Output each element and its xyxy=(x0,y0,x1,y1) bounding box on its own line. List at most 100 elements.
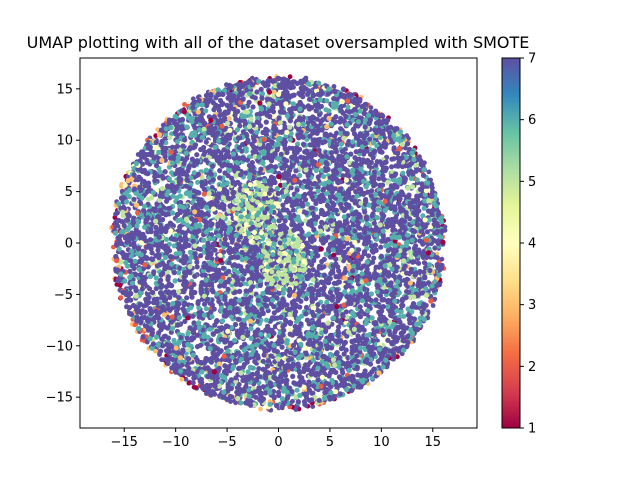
data-point xyxy=(424,229,430,235)
data-point xyxy=(304,201,311,207)
data-point xyxy=(442,224,448,230)
data-point xyxy=(212,322,218,328)
data-point xyxy=(176,295,182,301)
data-point xyxy=(368,243,375,249)
data-point xyxy=(238,370,244,376)
data-point xyxy=(345,329,351,335)
data-point xyxy=(260,160,266,166)
data-point xyxy=(402,218,408,224)
data-point xyxy=(190,380,196,386)
data-point xyxy=(331,84,337,89)
data-point xyxy=(238,400,244,406)
data-point xyxy=(334,142,340,148)
data-point xyxy=(247,171,253,178)
data-point xyxy=(400,170,406,176)
data-point xyxy=(319,279,325,286)
data-point xyxy=(156,149,162,155)
data-point xyxy=(250,104,256,110)
data-point xyxy=(132,322,138,328)
data-point xyxy=(396,253,402,259)
data-point xyxy=(191,320,197,326)
data-point xyxy=(263,119,269,125)
data-point xyxy=(385,117,391,123)
data-point xyxy=(374,215,380,221)
data-point xyxy=(204,255,210,261)
data-point xyxy=(207,346,213,352)
data-point xyxy=(390,303,396,309)
data-point xyxy=(237,123,243,129)
data-point xyxy=(352,155,358,161)
data-point xyxy=(139,161,146,167)
data-point xyxy=(170,210,176,216)
data-point xyxy=(144,339,150,345)
data-point xyxy=(335,333,341,339)
data-point xyxy=(155,247,161,253)
data-point xyxy=(179,376,185,382)
data-point xyxy=(145,196,151,202)
data-point xyxy=(310,267,316,273)
data-point xyxy=(327,132,334,138)
data-point xyxy=(209,256,215,262)
data-point xyxy=(432,296,438,302)
data-point xyxy=(125,226,131,232)
data-point xyxy=(336,324,342,330)
data-point xyxy=(194,152,200,158)
data-point xyxy=(294,387,300,393)
data-point xyxy=(201,312,207,318)
data-point xyxy=(406,136,411,141)
data-point xyxy=(310,404,316,409)
data-point xyxy=(405,185,411,191)
data-point xyxy=(210,350,216,356)
data-point xyxy=(153,348,158,354)
data-point xyxy=(172,278,178,284)
data-point xyxy=(385,125,392,131)
data-point xyxy=(369,213,375,219)
data-point xyxy=(439,256,445,262)
data-point xyxy=(233,359,239,365)
data-point xyxy=(316,147,322,153)
data-point xyxy=(401,347,407,353)
data-point xyxy=(194,264,200,270)
data-point xyxy=(379,297,385,303)
data-point xyxy=(186,380,192,386)
data-point xyxy=(268,353,274,359)
data-point xyxy=(126,187,133,193)
data-point xyxy=(300,285,306,291)
data-point xyxy=(389,156,395,162)
data-point xyxy=(339,99,345,105)
data-point xyxy=(426,169,432,175)
data-point xyxy=(217,168,223,174)
data-point xyxy=(226,248,232,254)
data-point xyxy=(199,102,205,108)
data-point xyxy=(212,344,218,350)
data-point xyxy=(357,304,363,310)
data-point xyxy=(235,160,241,166)
data-point xyxy=(367,151,374,157)
data-point xyxy=(216,298,222,304)
data-point xyxy=(157,348,164,354)
data-point xyxy=(326,394,333,400)
data-point xyxy=(434,255,440,261)
data-point xyxy=(132,258,138,264)
data-point xyxy=(290,373,296,379)
data-point xyxy=(356,247,362,253)
data-point xyxy=(270,109,277,115)
data-point xyxy=(368,105,374,110)
data-point xyxy=(297,172,303,179)
data-point xyxy=(246,99,252,105)
data-point xyxy=(301,336,307,342)
data-point xyxy=(414,167,420,173)
data-point xyxy=(159,357,165,363)
data-point xyxy=(303,403,309,408)
data-point xyxy=(248,326,254,332)
data-point xyxy=(289,222,295,228)
data-point xyxy=(191,335,197,341)
data-point xyxy=(151,269,157,275)
data-point xyxy=(220,265,226,271)
data-point xyxy=(158,284,164,290)
data-point xyxy=(118,295,124,300)
data-point xyxy=(137,184,143,191)
data-point xyxy=(163,356,169,362)
data-point xyxy=(338,346,344,352)
data-point xyxy=(292,349,298,355)
